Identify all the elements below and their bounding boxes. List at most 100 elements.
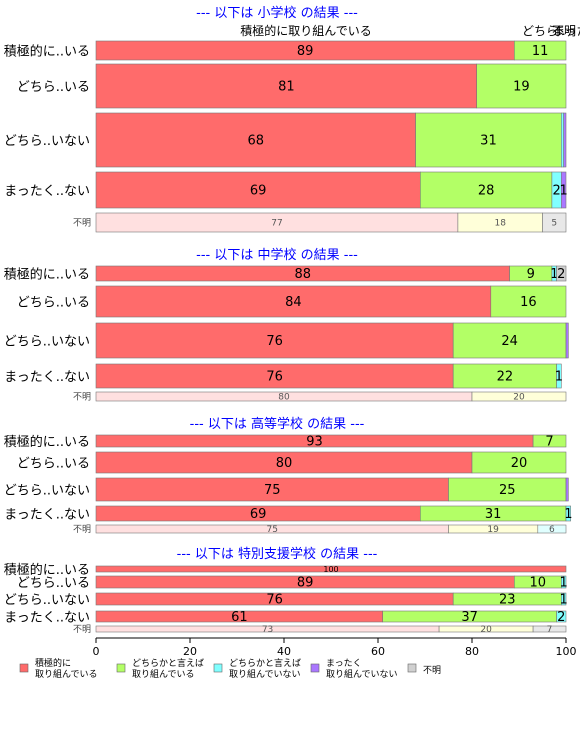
x-tick-label: 0	[93, 645, 100, 658]
category-label: まったく..ない	[4, 370, 90, 385]
bar-segment-s2	[471, 391, 567, 402]
bar-segment-s1	[95, 112, 416, 168]
category-label: まったく..ない	[4, 508, 90, 523]
data-label: 18	[494, 219, 506, 229]
data-label: 2	[557, 610, 565, 625]
bar-segment-s2	[471, 451, 567, 474]
category-label: どちら..いない	[4, 134, 90, 149]
data-label: 76	[266, 593, 283, 608]
data-label: 11	[532, 44, 549, 59]
bar-segment-s2	[419, 171, 553, 209]
bar-segment-s4	[560, 171, 567, 209]
data-label: 9	[527, 267, 535, 282]
legend-swatch-s2	[116, 663, 126, 673]
data-label: 2	[557, 267, 565, 282]
category-label: 積極的に..いる	[4, 562, 90, 578]
legend-label-s2: どちらかと言えば取り組んでいる	[132, 657, 204, 680]
data-label: 1	[560, 593, 568, 608]
x-tick-label: 80	[465, 645, 479, 658]
bar-segment-s2	[415, 112, 562, 168]
category-label: 不明	[73, 624, 91, 635]
category-label: 不明	[73, 392, 91, 403]
category-label: 不明	[73, 524, 91, 535]
data-label: 81	[278, 80, 295, 95]
bar-segment-s2	[532, 434, 567, 448]
bar-segment-s3	[537, 524, 567, 534]
bar-segment-s3	[560, 575, 567, 589]
data-label: 84	[285, 295, 302, 310]
data-label: 7	[545, 435, 553, 450]
legend-label-s5: 不明	[423, 665, 441, 676]
panel-title: --- 以下は 特別支援学校 の結果 ---	[177, 546, 378, 562]
data-label: 25	[499, 483, 516, 498]
column-header-label: まった..	[553, 24, 580, 38]
bar-segment-s1	[95, 171, 421, 209]
category-label: まったく..ない	[4, 611, 90, 626]
bar-segment-s2	[452, 363, 557, 389]
category-label: まったく..ない	[4, 184, 90, 199]
data-label: 68	[248, 134, 265, 149]
legend-swatch-s1	[19, 663, 29, 673]
data-label: 1	[560, 184, 568, 199]
category-label: 不明	[73, 218, 91, 229]
bar-segment-s3	[560, 112, 564, 168]
panel-title: --- 以下は 小学校 の結果 ---	[196, 5, 358, 21]
data-label: 37	[461, 610, 478, 625]
data-label: 89	[297, 576, 314, 591]
data-label: 80	[278, 393, 290, 403]
bar-segment-s4	[563, 112, 567, 168]
bar-segment-s1	[95, 63, 478, 109]
bar-segment-s4	[565, 477, 569, 502]
data-label: 1	[550, 267, 558, 282]
data-label: 20	[511, 456, 528, 471]
data-label: 69	[250, 507, 267, 522]
data-label: 61	[231, 610, 248, 625]
data-label: 1	[555, 370, 563, 385]
category-label: どちら..いない	[4, 593, 90, 608]
panel-title: --- 以下は 中学校 の結果 ---	[196, 247, 358, 263]
data-label: 89	[297, 44, 314, 59]
x-tick-label: 100	[556, 645, 577, 658]
category-label: どちら..いる	[17, 296, 90, 311]
data-label: 20	[513, 393, 525, 403]
data-label: 73	[262, 625, 273, 635]
data-label: 1	[564, 507, 572, 522]
bar-segment-s1	[95, 565, 567, 573]
data-label: 22	[497, 370, 514, 385]
bar-segment-s1	[95, 322, 454, 359]
data-label: 23	[499, 593, 516, 608]
data-label: 28	[478, 184, 495, 199]
data-label: 10	[530, 576, 547, 591]
data-label: 19	[487, 525, 499, 535]
x-tick-label: 40	[277, 645, 291, 658]
bar-segment-s2	[476, 63, 567, 109]
data-label: 75	[267, 525, 278, 535]
legend-swatch-s4	[310, 663, 320, 673]
legend-swatch-s3	[213, 663, 223, 673]
legend-swatch-s5	[407, 663, 417, 673]
category-label: 積極的に..いる	[4, 434, 90, 450]
data-label: 100	[323, 565, 338, 574]
category-label: どちら..いない	[4, 484, 90, 499]
category-label: 積極的に..いる	[4, 44, 90, 60]
data-label: 1	[560, 576, 568, 591]
data-label: 7	[547, 625, 553, 635]
data-label: 16	[520, 295, 537, 310]
data-label: 80	[276, 456, 293, 471]
column-header-label: 積極的に取り組んでいる	[240, 23, 371, 38]
bar-segment-s5	[556, 265, 567, 282]
category-label: どちら..いない	[4, 335, 90, 350]
bar-segment-s2	[513, 40, 567, 61]
bar-segment-s1	[95, 363, 454, 389]
data-label: 20	[480, 625, 492, 635]
data-label: 77	[271, 219, 282, 229]
data-label: 2	[552, 184, 560, 199]
x-tick-label: 60	[371, 645, 385, 658]
category-label: どちら..いる	[17, 80, 90, 95]
category-label: 積極的に..いる	[4, 267, 90, 283]
data-label: 93	[306, 435, 323, 450]
data-label: 24	[501, 334, 518, 349]
data-label: 31	[480, 134, 497, 149]
category-label: どちら..いる	[17, 457, 90, 472]
